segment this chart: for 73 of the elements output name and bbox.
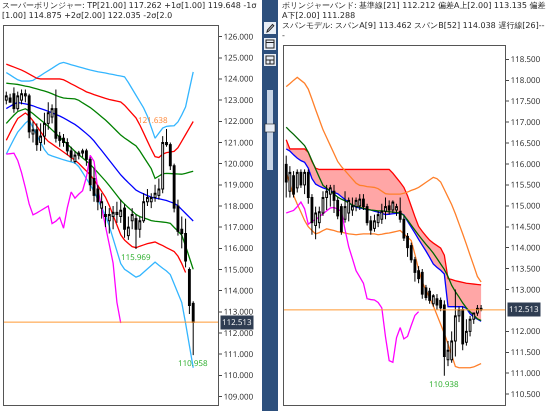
candlestick xyxy=(461,306,464,351)
y-tick-label: 112.000 xyxy=(224,328,254,339)
y-tick-label: 120.000 xyxy=(224,158,254,170)
y-tick-label: 118.500 xyxy=(510,54,541,66)
y-tick-label: 110.000 xyxy=(224,370,254,382)
candlestick xyxy=(420,268,424,300)
y-tick-label: 115.000 xyxy=(224,264,254,276)
candlestick xyxy=(184,218,188,268)
annotation: 115.969 xyxy=(121,252,151,263)
candlestick xyxy=(442,300,446,376)
candlestick xyxy=(108,208,111,234)
y-tick-label: 114.500 xyxy=(510,222,541,233)
ref-line-label: 112.513 xyxy=(222,317,252,328)
y-tick-label: 115.500 xyxy=(510,180,541,191)
y-tick-label: 109.000 xyxy=(224,391,254,402)
y-tick-label: 116.500 xyxy=(510,138,541,149)
candlestick xyxy=(4,91,8,105)
candlestick xyxy=(112,205,115,230)
y-tick-label: 117.500 xyxy=(510,96,541,108)
candlestick xyxy=(12,86,16,114)
line-series xyxy=(6,82,194,180)
y-tick-label: 114.000 xyxy=(510,242,541,254)
candlestick xyxy=(358,194,362,211)
candlestick xyxy=(388,200,391,216)
y-tick-label: 113.000 xyxy=(510,284,541,296)
chart-title: ボリンジャーバンド: 基準線[21] 112.212 偏差A上[2.00] 113.135 偏差A下[2.00] 111.288 xyxy=(282,1,547,21)
y-tick-label: 119.000 xyxy=(224,180,254,191)
y-tick-label: 126.000 xyxy=(224,31,254,42)
chart-title: スーパーボリンジャー: TP[21.00] 117.262 +1σ[1.00] 119.648 -1σ[1.00] 114.875 +2σ[2.00] 122.035 -2σ[2.0 xyxy=(2,1,258,21)
y-tick-label: 125.000 xyxy=(224,52,254,64)
y-tick-label: 117.000 xyxy=(510,116,541,128)
candlestick xyxy=(391,200,394,214)
candlestick xyxy=(35,122,38,152)
ref-line-label: 112.513 xyxy=(509,304,539,315)
candlestick xyxy=(284,155,288,198)
y-tick-label: 122.000 xyxy=(224,116,254,128)
candlestick xyxy=(436,294,438,310)
y-tick-label: 117.000 xyxy=(224,222,254,233)
y-tick-label: 111.000 xyxy=(510,368,541,379)
candlestick xyxy=(123,203,126,238)
annotation: 110.938 xyxy=(429,379,459,390)
candlestick xyxy=(16,91,20,112)
candlestick xyxy=(77,150,80,160)
line-series xyxy=(6,102,194,222)
y-tick-label: 118.000 xyxy=(510,75,541,86)
y-tick-label: 123.000 xyxy=(224,94,254,106)
line-series xyxy=(6,152,122,324)
candlestick xyxy=(54,89,58,143)
y-tick-label: 115.000 xyxy=(510,200,541,212)
y-tick-label: 112.000 xyxy=(510,326,541,338)
y-tick-label: 113.500 xyxy=(510,263,541,274)
y-tick-label: 121.000 xyxy=(224,137,254,148)
chart-subtitle: スパンモデル: スパンA[9] 113.462 スパンB[52] 114.038 遅行線[26]--- xyxy=(282,21,546,41)
y-tick-label: 118.000 xyxy=(224,200,254,212)
line-series xyxy=(286,76,482,283)
y-tick-label: 116.000 xyxy=(510,158,541,170)
line-series xyxy=(6,62,194,139)
candlestick xyxy=(373,214,376,232)
y-tick-label: 124.000 xyxy=(224,74,254,85)
y-tick-label: 111.500 xyxy=(510,347,541,358)
candlestick xyxy=(428,287,432,304)
candlestick xyxy=(354,196,358,212)
y-tick-label: 113.000 xyxy=(224,306,254,318)
y-tick-label: 110.500 xyxy=(510,388,541,400)
candlestick xyxy=(28,93,31,139)
y-tick-label: 111.000 xyxy=(224,348,254,360)
line-series xyxy=(286,201,420,363)
candlestick xyxy=(480,304,482,312)
y-tick-label: 114.000 xyxy=(224,285,254,296)
candlestick xyxy=(74,150,76,164)
line-series xyxy=(6,63,194,158)
candlestick xyxy=(384,196,387,220)
y-tick-label: 116.000 xyxy=(224,243,254,254)
